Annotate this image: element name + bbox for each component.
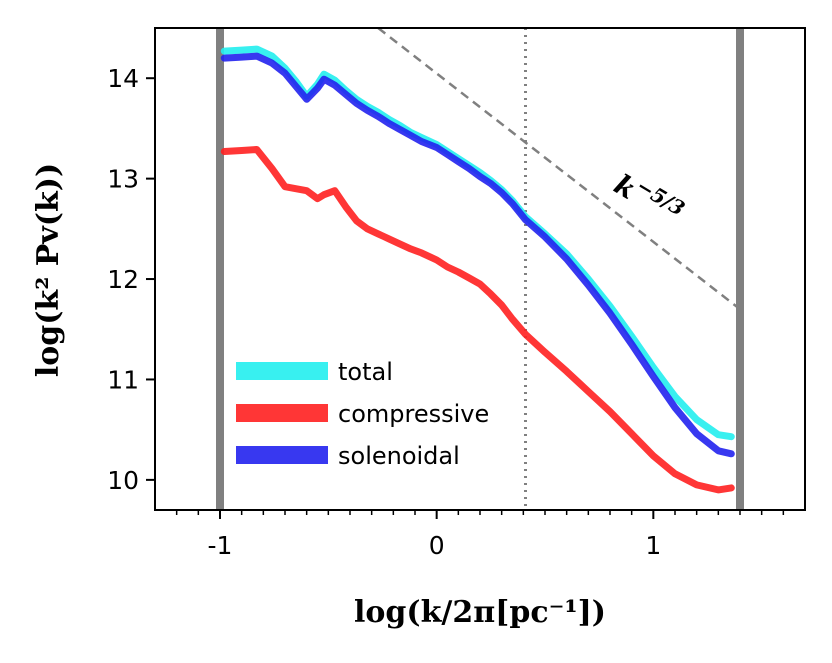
series-compressive bbox=[220, 146, 735, 494]
x-tick-label: 0 bbox=[429, 531, 445, 560]
y-tick-label: 10 bbox=[107, 466, 139, 495]
legend-swatch-total bbox=[236, 362, 328, 380]
series-solenoidal bbox=[220, 52, 735, 458]
y-axis-label: log(k² Pv(k)) bbox=[31, 163, 66, 377]
x-axis-label: log(k/2π[pc⁻¹]) bbox=[354, 595, 606, 630]
legend-swatch-solenoidal bbox=[236, 446, 328, 464]
legend-label-solenoidal: solenoidal bbox=[338, 442, 460, 470]
y-tick-label: 11 bbox=[107, 365, 139, 394]
legend-swatch-compressive bbox=[236, 404, 328, 422]
reference-label: k−5/3 bbox=[608, 163, 689, 232]
y-tick-label: 12 bbox=[107, 265, 139, 294]
legend-label-compressive: compressive bbox=[338, 400, 489, 428]
x-tick-label: -1 bbox=[208, 531, 233, 560]
legend-label-total: total bbox=[338, 358, 393, 386]
x-tick-label: 1 bbox=[645, 531, 661, 560]
plot-frame bbox=[154, 27, 806, 511]
y-tick-label: 13 bbox=[107, 165, 139, 194]
y-tick-label: 14 bbox=[107, 64, 139, 93]
power-law-reference-line bbox=[377, 28, 741, 311]
legend: total compressive solenoidal bbox=[236, 358, 489, 470]
